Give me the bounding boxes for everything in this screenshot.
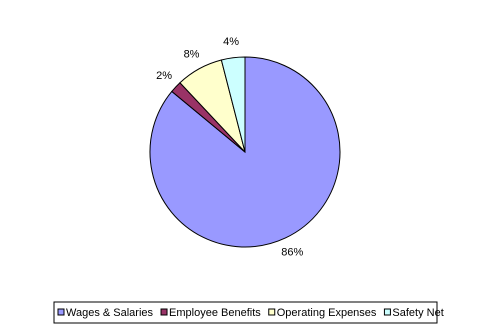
legend-label: Safety Net (392, 307, 443, 319)
legend-label: Wages & Salaries (66, 307, 154, 319)
pie-slice (220, 56, 246, 153)
data-label: 8% (184, 49, 200, 61)
data-label: 86% (281, 246, 303, 258)
data-label: 2% (156, 70, 172, 82)
legend-swatch (383, 308, 391, 316)
legend-swatch (57, 308, 65, 316)
legend-label: Employee Benefits (169, 307, 261, 319)
legend-label: Operating Expenses (277, 307, 377, 319)
legend-swatch (268, 308, 276, 316)
legend-box (53, 301, 438, 324)
legend-swatch (160, 308, 168, 316)
data-label: 4% (223, 36, 239, 48)
